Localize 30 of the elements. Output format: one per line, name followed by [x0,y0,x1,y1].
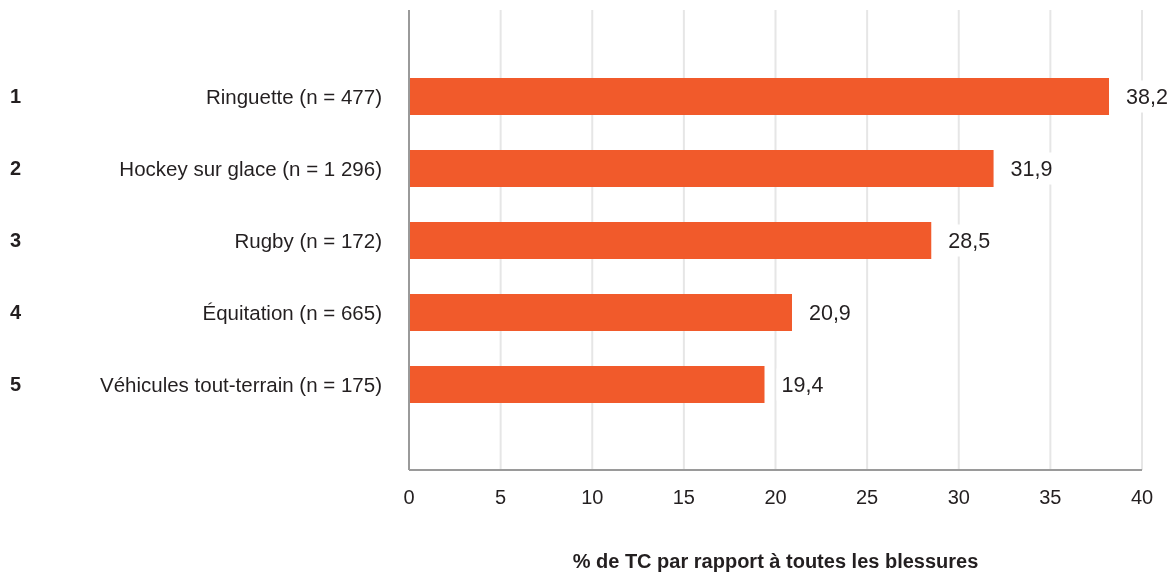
x-tick-label: 10 [581,486,604,509]
bar [409,222,932,259]
bar [409,366,765,403]
x-tick-label: 30 [947,486,970,509]
data-label: 28,5 [948,228,991,253]
text: 2 [10,157,22,179]
data-label: 38,2 [1126,84,1168,109]
y-tick-label: Ringuette (n = 477) [205,84,382,108]
text: 1 [10,85,22,107]
x-axis-title: % de TC par rapport à toutes les blessures [572,550,979,572]
x-tick-label: 25 [856,486,879,509]
data-label: 20,9 [808,300,851,325]
x-tick-label: 35 [1039,486,1062,509]
bar [409,150,994,187]
x-tick-label: 15 [672,486,695,509]
x-tick-label: 40 [1130,486,1154,509]
text: 3 [10,229,22,251]
data-label: 19,4 [781,372,824,397]
bar [409,294,792,331]
text: 4 [10,301,22,323]
x-tick-label: 20 [764,486,787,509]
y-tick-label: Rugby (n = 172) [234,228,382,252]
y-tick-label: Équitation (n = 665) [202,300,382,324]
data-label: 31,9 [1010,156,1053,181]
y-tick-label: Véhicules tout-terrain (n = 175) [99,372,382,396]
text: 5 [10,373,22,395]
x-tick-label: 5 [495,486,507,509]
x-tick-label: 0 [403,486,415,509]
y-tick-label: Hockey sur glace (n = 1 296) [119,156,382,180]
bar [409,78,1110,115]
